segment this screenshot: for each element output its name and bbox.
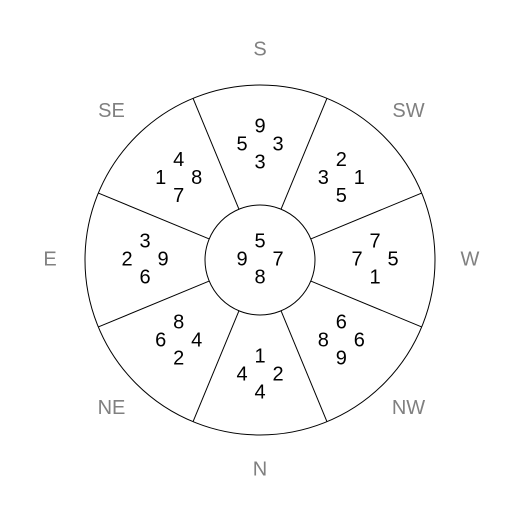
sector-ne-top: 8	[173, 312, 184, 334]
sector-divider	[193, 98, 239, 209]
direction-label-w: W	[461, 248, 480, 270]
sector-e-bottom: 6	[139, 266, 150, 288]
sector-nw-bottom: 9	[336, 348, 347, 370]
sector-w-bottom: 1	[369, 266, 380, 288]
sector-w-left: 7	[351, 248, 362, 270]
sector-ne-left: 6	[155, 330, 166, 352]
sector-s-left: 5	[236, 133, 247, 155]
sector-ne-bottom: 2	[173, 348, 184, 370]
sector-sw-top: 2	[336, 149, 347, 171]
center-right: 7	[272, 248, 283, 270]
sector-e-top: 3	[139, 230, 150, 252]
sector-nw-left: 8	[318, 330, 329, 352]
sector-w-top: 7	[369, 230, 380, 252]
direction-label-e: E	[43, 248, 56, 270]
sector-divider	[281, 98, 327, 209]
sector-divider	[311, 281, 422, 327]
sector-se-top: 4	[173, 149, 184, 171]
sector-ne-right: 4	[191, 330, 202, 352]
sector-se-right: 8	[191, 167, 202, 189]
sector-divider	[98, 281, 209, 327]
direction-label-s: S	[253, 38, 266, 60]
sector-sw-bottom: 5	[336, 185, 347, 207]
sector-se-left: 1	[155, 167, 166, 189]
sector-e-right: 9	[157, 248, 168, 270]
sector-n-top: 1	[254, 345, 265, 367]
sector-w-right: 5	[387, 248, 398, 270]
sector-n-right: 2	[272, 363, 283, 385]
direction-label-ne: NE	[98, 397, 126, 419]
sector-s-right: 3	[272, 133, 283, 155]
direction-label-se: SE	[98, 100, 125, 122]
direction-label-nw: NW	[392, 397, 425, 419]
direction-label-n: N	[253, 458, 267, 480]
sector-nw-top: 6	[336, 312, 347, 334]
sector-divider	[193, 311, 239, 422]
feng-shui-compass-diagram: S9533SW2315W7751NW6869N1424NE8642E3296SE…	[0, 0, 520, 520]
direction-label-sw: SW	[392, 100, 424, 122]
sector-e-left: 2	[121, 248, 132, 270]
sector-sw-left: 3	[318, 167, 329, 189]
sector-sw-right: 1	[354, 167, 365, 189]
inner-ring	[205, 205, 315, 315]
sector-s-bottom: 3	[254, 151, 265, 173]
sector-divider	[98, 193, 209, 239]
sector-divider	[311, 193, 422, 239]
center-top: 5	[254, 230, 265, 252]
sector-nw-right: 6	[354, 330, 365, 352]
sector-s-top: 9	[254, 115, 265, 137]
sector-divider	[281, 311, 327, 422]
center-bottom: 8	[254, 266, 265, 288]
center-left: 9	[236, 248, 247, 270]
sector-n-bottom: 4	[254, 381, 265, 403]
sector-n-left: 4	[236, 363, 247, 385]
sector-se-bottom: 7	[173, 185, 184, 207]
